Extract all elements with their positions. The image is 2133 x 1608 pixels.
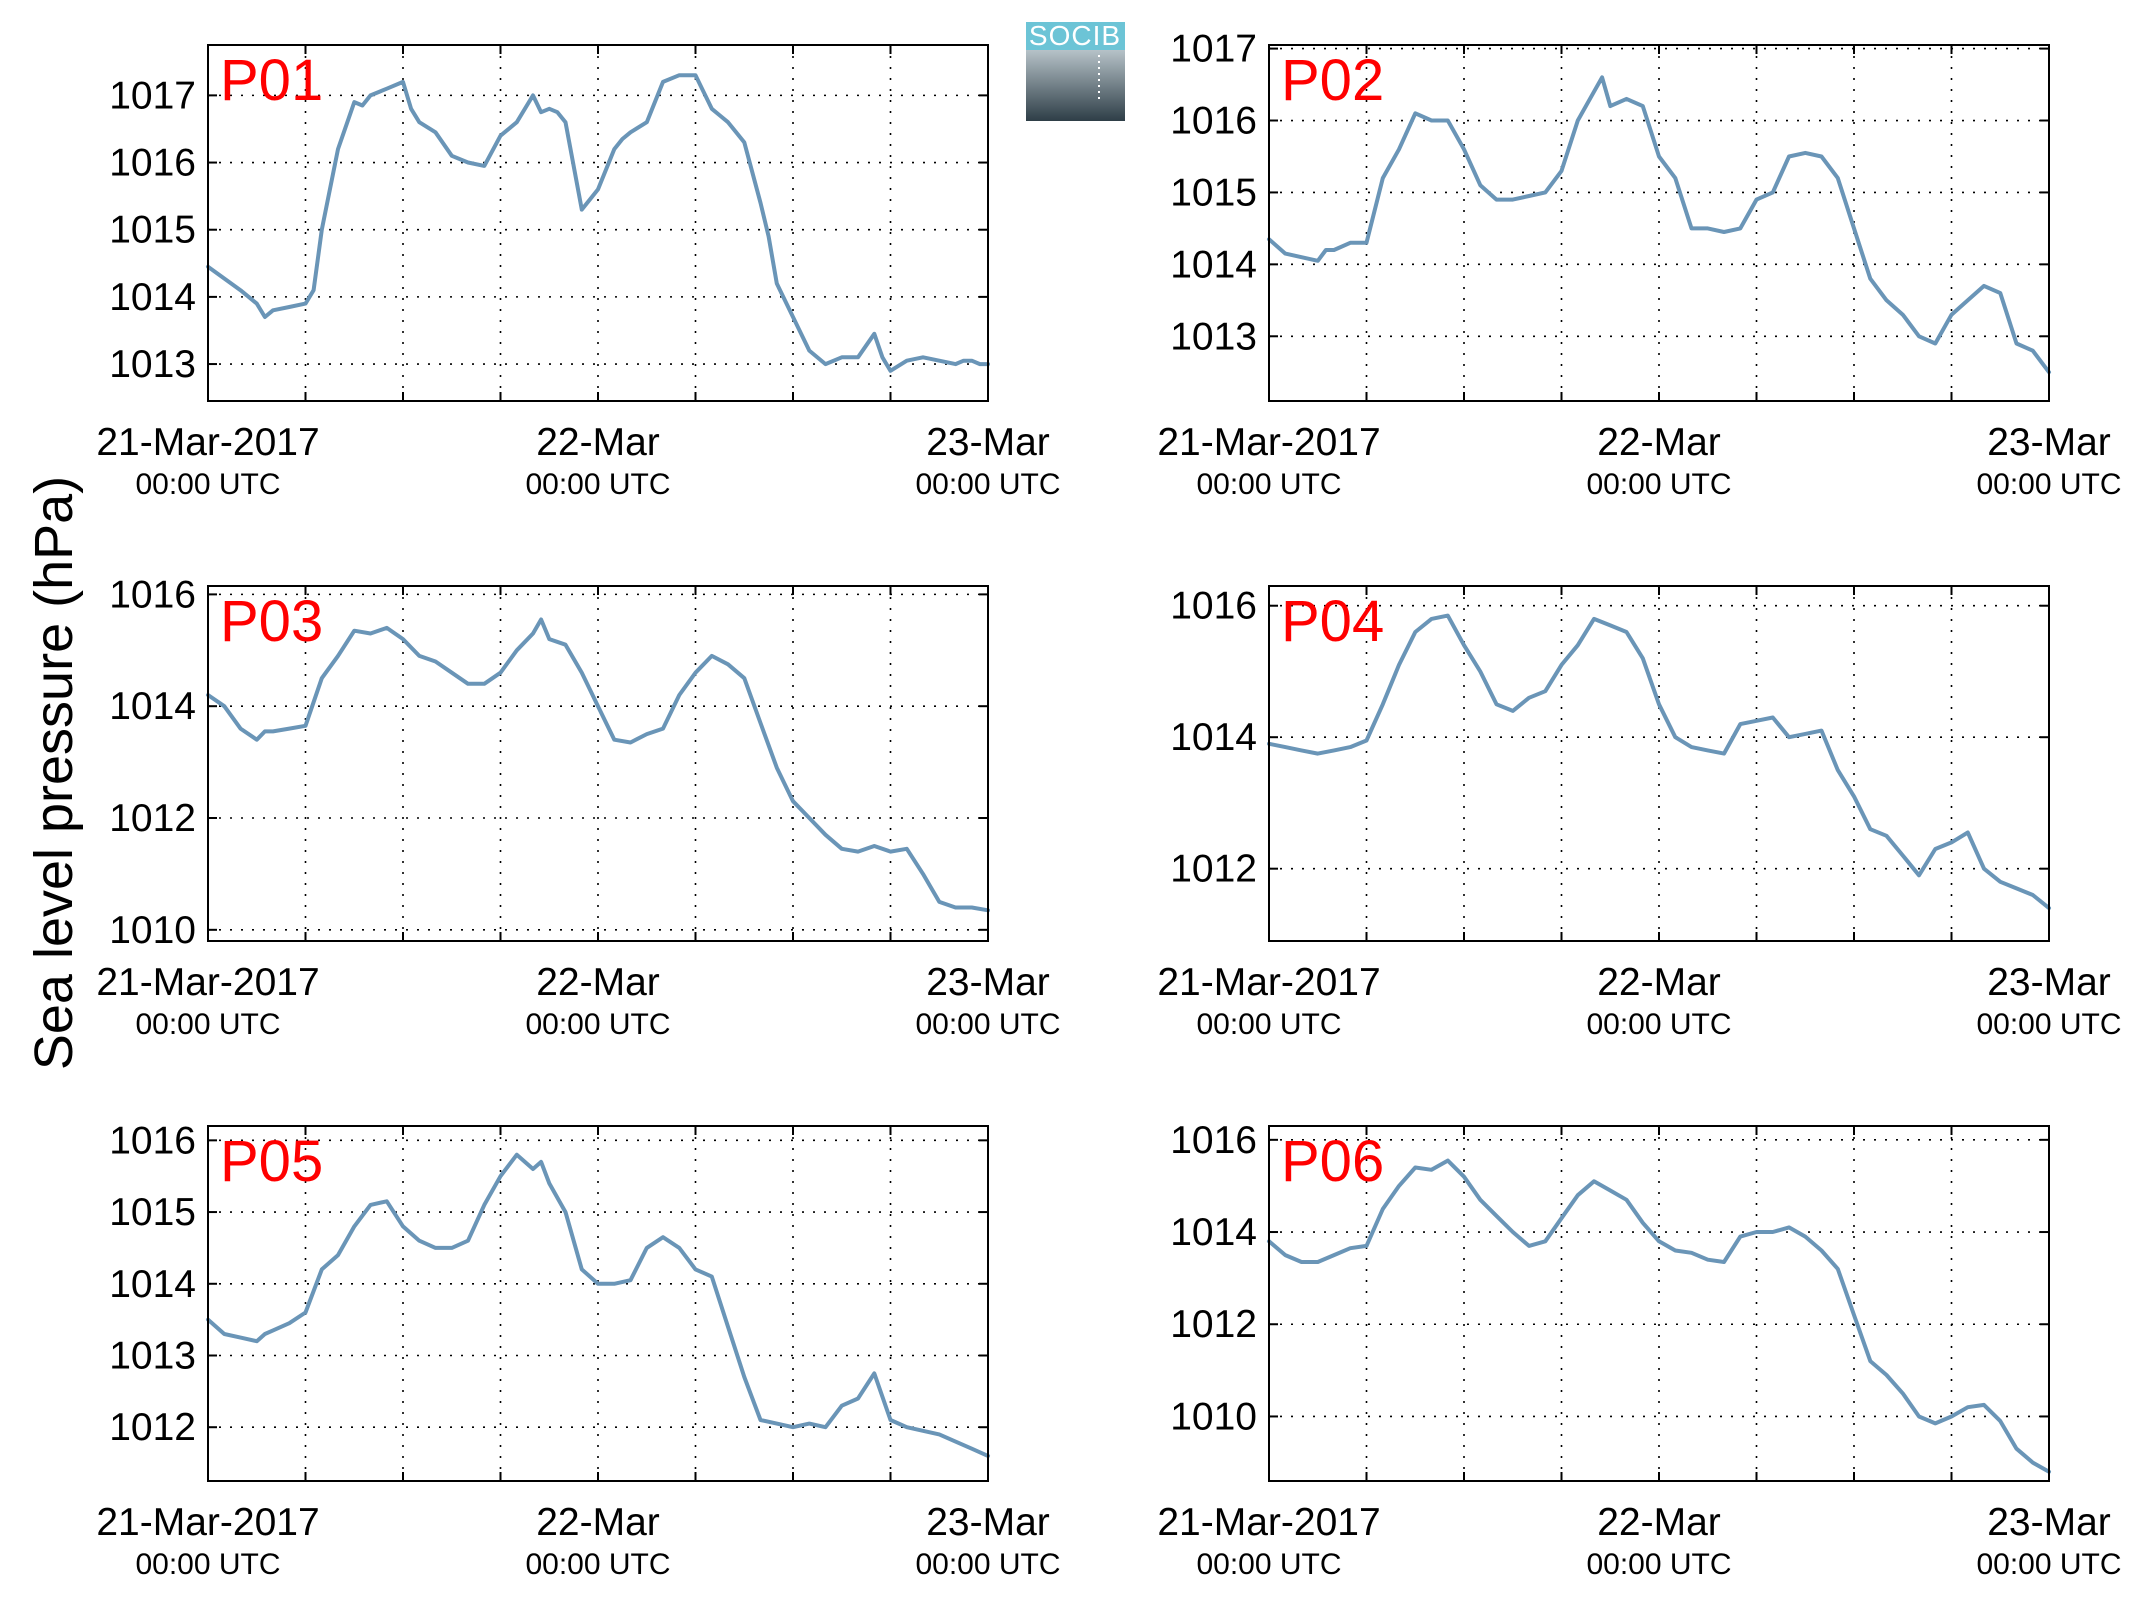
x-tick-sublabel: 00:00 UTC xyxy=(1196,468,1341,501)
y-tick-label: 1013 xyxy=(1170,315,1257,358)
x-tick-label: 21-Mar-2017 xyxy=(1157,1501,1380,1544)
x-tick-label: 21-Mar-2017 xyxy=(96,1501,319,1544)
x-tick-label: 23-Mar xyxy=(926,421,1050,464)
x-tick-sublabel: 00:00 UTC xyxy=(135,1548,280,1581)
axes-frame xyxy=(1268,1125,2050,1482)
y-tick-label: 1013 xyxy=(109,1334,196,1377)
x-tick-sublabel: 00:00 UTC xyxy=(135,468,280,501)
panel-p02: 1013 1014 1015 1016 1017 21-Mar-2017 00:00 UTC… xyxy=(1157,28,2121,501)
x-tick-sublabel: 00:00 UTC xyxy=(525,1008,670,1041)
series-line-p01 xyxy=(206,73,990,373)
y-tick-label: 1015 xyxy=(1170,171,1257,214)
x-tick-label: 23-Mar xyxy=(1987,1501,2111,1544)
x-tick-sublabel: 00:00 UTC xyxy=(1196,1548,1341,1581)
y-tick-label: 1012 xyxy=(109,797,196,840)
x-tick-label: 21-Mar-2017 xyxy=(1157,961,1380,1004)
x-tick-sublabel: 00:00 UTC xyxy=(1976,1548,2121,1581)
x-tick-sublabel: 00:00 UTC xyxy=(525,468,670,501)
x-tick-label: 21-Mar-2017 xyxy=(96,421,319,464)
series-line-p03 xyxy=(206,617,990,913)
x-tick-label: 23-Mar xyxy=(1987,961,2111,1004)
panel-title: P03 xyxy=(220,589,323,654)
series-line-p04 xyxy=(1267,613,2051,911)
y-tick-label: 1010 xyxy=(109,909,196,952)
logo-bottom-block xyxy=(1026,50,1125,121)
panel-title: P05 xyxy=(220,1129,323,1194)
logo-text: SOCIB xyxy=(1029,20,1121,51)
panel-p05: 1012 1013 1014 1015 1016 21-Mar-2017 00:00 UTC… xyxy=(96,1119,1060,1581)
panel-title: P06 xyxy=(1281,1129,1384,1194)
y-tick-label: 1012 xyxy=(1170,848,1257,891)
series-line-p06 xyxy=(1267,1158,2051,1474)
x-tick-sublabel: 00:00 UTC xyxy=(1586,1548,1731,1581)
x-tick-label: 22-Mar xyxy=(1597,1501,1721,1544)
y-tick-label: 1010 xyxy=(1170,1395,1257,1438)
y-tick-label: 1017 xyxy=(1170,28,1257,71)
series-line-p05 xyxy=(206,1152,990,1458)
panel-title: P02 xyxy=(1281,48,1384,113)
x-tick-sublabel: 00:00 UTC xyxy=(1586,1008,1731,1041)
y-tick-label: 1016 xyxy=(109,142,196,185)
series-line-p02 xyxy=(1267,75,2051,375)
x-tick-label: 22-Mar xyxy=(536,961,660,1004)
y-tick-label: 1017 xyxy=(109,74,196,117)
panel-p04: 1012 1014 1016 21-Mar-2017 00:00 UTC 22-Mar 00… xyxy=(1157,585,2121,1041)
y-tick-label: 1013 xyxy=(109,343,196,386)
socib-logo: SOCIB xyxy=(1026,20,1125,121)
x-tick-sublabel: 00:00 UTC xyxy=(915,1008,1060,1041)
axes-frame xyxy=(1268,44,2050,402)
x-tick-label: 21-Mar-2017 xyxy=(1157,421,1380,464)
y-tick-label: 1016 xyxy=(1170,100,1257,143)
x-tick-sublabel: 00:00 UTC xyxy=(1196,1008,1341,1041)
axes-frame xyxy=(207,585,989,942)
y-tick-label: 1016 xyxy=(109,1119,196,1162)
x-tick-label: 22-Mar xyxy=(536,1501,660,1544)
y-tick-label: 1014 xyxy=(1170,716,1257,759)
x-tick-label: 23-Mar xyxy=(1987,421,2111,464)
panel-p06: 1010 1012 1014 1016 21-Mar-2017 00:00 UTC 22-M… xyxy=(1157,1119,2121,1581)
y-tick-label: 1012 xyxy=(1170,1303,1257,1346)
x-tick-sublabel: 00:00 UTC xyxy=(135,1008,280,1041)
x-tick-label: 22-Mar xyxy=(1597,421,1721,464)
panel-title: P04 xyxy=(1281,589,1384,654)
y-tick-label: 1012 xyxy=(109,1406,196,1449)
global-y-axis-label: Sea level pressure (hPa) xyxy=(24,476,84,1070)
x-tick-label: 22-Mar xyxy=(536,421,660,464)
y-tick-label: 1015 xyxy=(109,209,196,252)
y-tick-label: 1014 xyxy=(109,1263,196,1306)
panel-title: P01 xyxy=(220,48,323,113)
x-tick-sublabel: 00:00 UTC xyxy=(525,1548,670,1581)
x-tick-sublabel: 00:00 UTC xyxy=(1976,1008,2121,1041)
axes-frame xyxy=(207,1125,989,1482)
y-tick-label: 1016 xyxy=(109,573,196,616)
x-tick-sublabel: 00:00 UTC xyxy=(1976,468,2121,501)
y-tick-label: 1014 xyxy=(109,685,196,728)
x-tick-label: 23-Mar xyxy=(926,1501,1050,1544)
logo-top-band xyxy=(1026,22,1125,50)
x-tick-label: 23-Mar xyxy=(926,961,1050,1004)
y-tick-label: 1014 xyxy=(1170,243,1257,286)
x-tick-label: 22-Mar xyxy=(1597,961,1721,1004)
y-tick-label: 1014 xyxy=(1170,1211,1257,1254)
y-tick-label: 1014 xyxy=(109,276,196,319)
axes-frame xyxy=(207,44,989,402)
axes-frame xyxy=(1268,585,2050,942)
panel-p01: 1013 1014 1015 1016 1017 21-Mar-2017 00:00 UTC… xyxy=(96,44,1061,501)
x-tick-sublabel: 00:00 UTC xyxy=(1586,468,1731,501)
y-tick-label: 1016 xyxy=(1170,1119,1257,1162)
x-tick-label: 21-Mar-2017 xyxy=(96,961,319,1004)
y-tick-label: 1016 xyxy=(1170,585,1257,628)
y-tick-label: 1015 xyxy=(109,1191,196,1234)
x-tick-sublabel: 00:00 UTC xyxy=(915,468,1060,501)
x-tick-sublabel: 00:00 UTC xyxy=(915,1548,1060,1581)
panel-p03: 1010 1012 1014 1016 21-Mar-2017 00:00 UTC 22-M… xyxy=(96,573,1060,1041)
